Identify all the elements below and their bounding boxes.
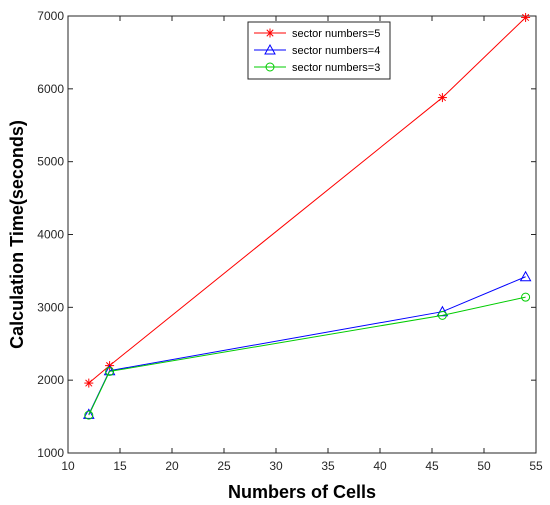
plot-area	[67, 15, 537, 454]
y-tick-label: 3000	[37, 300, 64, 314]
series-1	[84, 12, 531, 388]
data-point	[437, 93, 447, 103]
legend-item: sector numbers=3	[254, 62, 380, 74]
series-line	[88, 17, 526, 384]
y-tick-label: 4000	[37, 228, 64, 242]
series-line	[88, 296, 526, 416]
axis-ticks: 10 15 20 25 30 35 40 45 50 55 1000 2000 3000 4000 5000…	[37, 9, 543, 473]
data-point	[103, 364, 116, 376]
y-tick-label: 7000	[37, 9, 64, 23]
y-tick-label: 1000	[37, 446, 64, 460]
x-tick-label: 25	[217, 459, 231, 473]
legend-item: sector numbers=4	[254, 43, 380, 57]
legend-marker	[264, 43, 276, 55]
x-tick-label: 35	[321, 459, 335, 473]
x-axis-label: Numbers of Cells	[228, 482, 376, 502]
legend-marker	[265, 28, 275, 38]
data-point	[437, 310, 447, 320]
x-tick-label: 15	[113, 459, 127, 473]
x-tick-label: 55	[529, 459, 543, 473]
data-point	[84, 378, 94, 388]
legend-marker	[265, 62, 275, 72]
x-tick-label: 10	[61, 459, 75, 473]
legend-item: sector numbers=5	[254, 28, 380, 40]
data-point	[519, 270, 532, 282]
plot-frame	[67, 15, 537, 454]
legend: sector numbers=5 sector numbers=4 sector n…	[247, 21, 391, 80]
y-tick-label: 6000	[37, 82, 64, 96]
y-tick-label: 5000	[37, 155, 64, 169]
data-point	[82, 408, 95, 419]
x-tick-label: 45	[425, 459, 439, 473]
x-tick-label: 50	[477, 459, 491, 473]
x-tick-label: 30	[269, 459, 283, 473]
x-tick-label: 20	[165, 459, 179, 473]
data-point	[105, 366, 115, 376]
series-layer	[82, 12, 532, 420]
data-point	[521, 292, 531, 302]
y-tick-label: 2000	[37, 373, 64, 387]
legend-label: sector numbers=5	[292, 28, 380, 40]
legend-label: sector numbers=4	[292, 45, 380, 57]
data-point	[84, 410, 94, 420]
y-axis-label: Calculation Time(seconds)	[7, 120, 27, 349]
x-tick-label: 40	[373, 459, 387, 473]
series-3	[84, 292, 531, 420]
data-point	[521, 12, 531, 22]
legend-label: sector numbers=3	[292, 62, 380, 74]
